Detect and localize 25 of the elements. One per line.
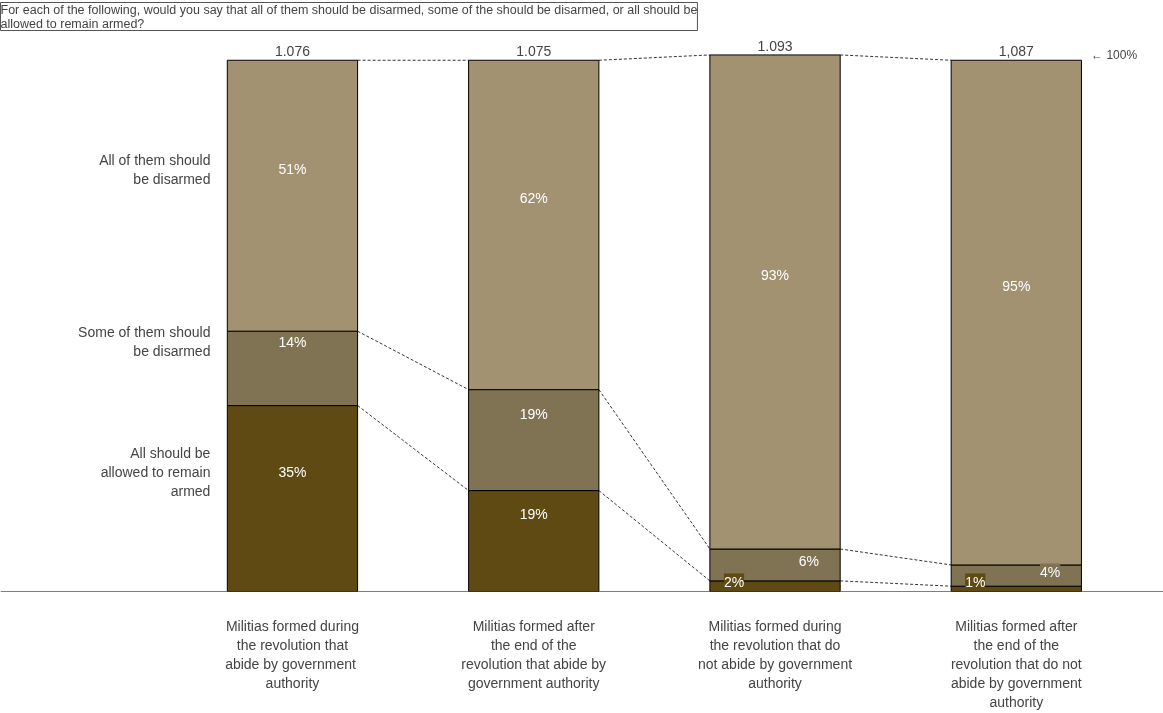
annotation: 1.076: [274, 43, 311, 60]
data-label: 19%: [519, 405, 548, 422]
data-label: 14%: [278, 333, 307, 350]
chart-title: For each of the following, would you say that all of them should be disarmed, some of the should be disarmed, or all should be allowed to remain armed?: [0, 2, 698, 31]
annotation: 1.075: [516, 43, 552, 60]
data-label: 19%: [519, 506, 548, 523]
data-label: 6%: [798, 552, 819, 569]
series-label: Some of them should be disarmed: [78, 324, 211, 360]
data-label: 4%: [1039, 563, 1061, 580]
text: 1.093: [757, 37, 793, 54]
annotation: ← 100%: [1091, 47, 1138, 62]
data-label: 62%: [519, 190, 548, 207]
data-label: 2%: [723, 573, 745, 590]
data-label: 51%: [278, 161, 307, 178]
x-tick-label: Militias formed after the end of the revolution that abide by government authority: [461, 617, 607, 692]
data-label: 35%: [278, 463, 307, 480]
data-label: 95%: [1002, 278, 1031, 295]
annotation: 1,087: [998, 43, 1035, 60]
data-label: 1%: [965, 573, 986, 590]
data-label: 93%: [761, 267, 790, 284]
series-label: All of them should be disarmed: [99, 151, 211, 187]
series-label: All should be allowed to remain armed: [100, 444, 211, 500]
x-tick-label: Militias formed during the revolution that do not abide by government authority: [697, 617, 853, 692]
x-tick-label: Militias formed during the revolution that abide by government authority: [225, 617, 359, 692]
x-tick-label: Militias formed after the end of the revolution that do not abide by government authority: [950, 617, 1082, 711]
